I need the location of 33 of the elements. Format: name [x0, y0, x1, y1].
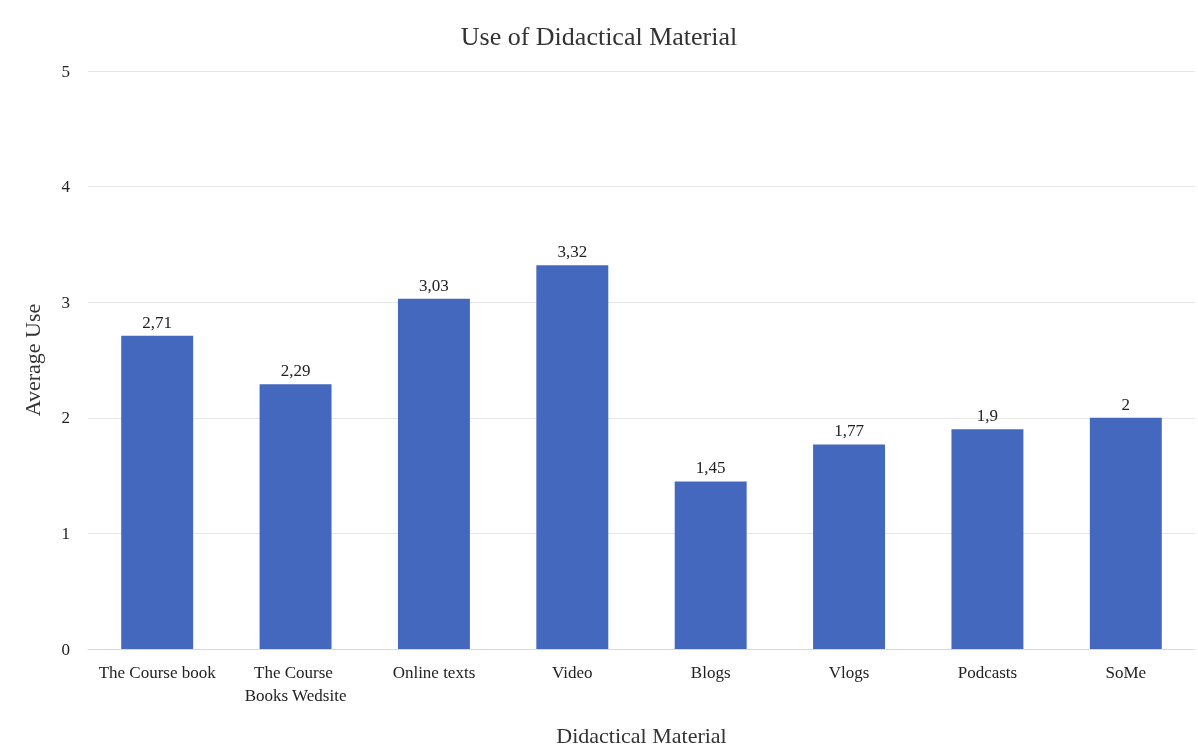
x-axis-title: Didactical Material: [556, 722, 727, 748]
data-label: 2,71: [142, 312, 173, 332]
x-tick-label: Vlogs: [828, 663, 870, 682]
bar: [536, 265, 609, 649]
y-tick-label: 2: [61, 408, 70, 428]
y-tick-label: 4: [61, 177, 71, 197]
x-tick-label: Online texts: [392, 663, 476, 682]
x-tick-label: Blogs: [690, 663, 731, 682]
chart-title: Use of Didactical Material: [460, 21, 738, 51]
y-tick-label: 5: [61, 61, 70, 81]
bar: [121, 335, 194, 649]
x-tick-label: SoMe: [1105, 663, 1147, 682]
x-tick-label: Podcasts: [957, 663, 1018, 682]
bar: [674, 481, 747, 649]
data-label: 3,03: [419, 275, 449, 295]
data-label: 1,77: [834, 421, 865, 441]
bar: [397, 298, 470, 649]
x-tick-label: The Course book: [98, 663, 217, 682]
y-tick-label: 1: [61, 523, 70, 543]
y-tick-label: 3: [61, 292, 70, 312]
bar: [951, 429, 1024, 649]
y-tick-label: 0: [61, 639, 70, 659]
bar: [1089, 417, 1162, 649]
data-label: 1,45: [695, 458, 726, 478]
x-tick-label: The Course Books Wedsite: [244, 663, 347, 705]
data-label: 1,9: [976, 406, 999, 426]
bar: [259, 384, 332, 649]
x-tick-label: Video: [552, 663, 593, 682]
data-label: 2,29: [280, 361, 311, 381]
data-label: 2: [1121, 394, 1131, 414]
data-label: 3,32: [557, 242, 588, 262]
y-axis-title: Average Use: [19, 303, 45, 417]
bar: [813, 444, 886, 649]
